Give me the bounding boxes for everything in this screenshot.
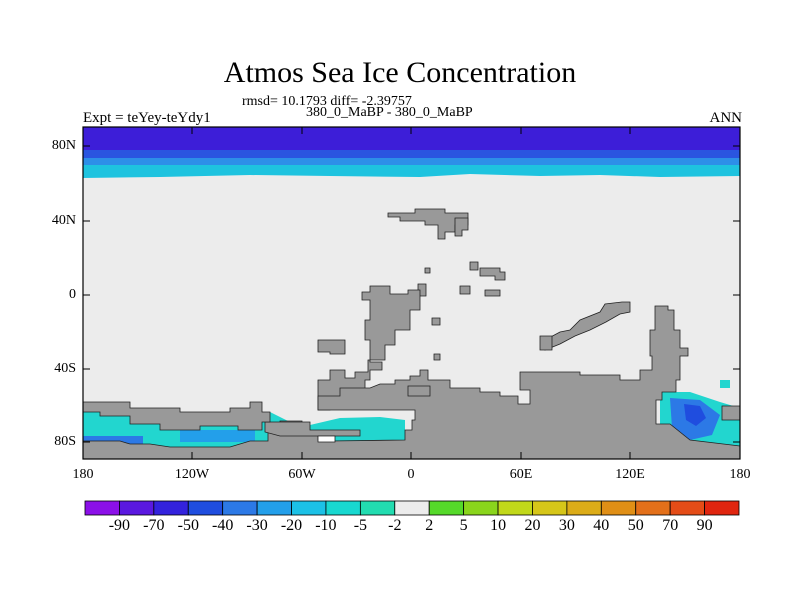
colorbar-label-15: 50 [627, 517, 644, 534]
land-small-1 [469, 261, 479, 271]
y-tick-40s: 40S [54, 361, 76, 376]
colorbar-label-2: -50 [177, 517, 199, 534]
colorbar-box-11 [463, 500, 499, 516]
colorbar-box-9 [394, 500, 430, 516]
southern-anomaly-east-light [720, 380, 730, 388]
arctic-band-blue [83, 158, 740, 166]
colorbar-box-0 [84, 500, 120, 516]
land-north-island [387, 208, 469, 240]
map-subtitle: 380_0_MaBP - 380_0_MaBP [306, 105, 473, 120]
colorbar-box-18 [704, 500, 740, 516]
map-field [83, 127, 740, 459]
land-far-east [721, 405, 740, 421]
colorbar-label-9: 2 [425, 517, 434, 534]
land-east-peninsula [544, 301, 631, 351]
colorbar-box-16 [635, 500, 671, 516]
y-tick-40n: 40N [51, 213, 76, 228]
land-east-arm [539, 335, 553, 351]
colorbar-box-4 [222, 500, 258, 516]
colorbar-box-12 [497, 500, 533, 516]
colorbar-label-7: -5 [353, 517, 368, 534]
land-small-3 [424, 267, 431, 274]
land-small-5 [484, 289, 501, 297]
colorbar-label-4: -30 [246, 517, 268, 534]
x-tick-120w: 120W [174, 467, 210, 482]
colorbar-box-8 [359, 500, 396, 516]
colorbar-box-14 [566, 500, 602, 516]
land-masses [83, 208, 740, 459]
colorbar-box-6 [291, 500, 327, 516]
x-tick-180w: 180 [72, 467, 94, 482]
colorbar-box-13 [532, 500, 568, 516]
rmsd-diff-stats: rmsd= 10.1793 diff= -2.39757 [242, 94, 412, 109]
season-label: ANN [709, 110, 743, 126]
land-antarctic-west-arm [83, 401, 271, 431]
y-tick-80n: 80N [51, 138, 76, 153]
x-tick-60e: 60E [509, 467, 533, 482]
colorbar-label-5: -20 [280, 517, 303, 534]
map-title: Atmos Sea Ice Concentration [223, 56, 577, 89]
land-small-8 [433, 353, 441, 361]
colorbar-box-1 [119, 500, 155, 516]
colorbar-label-12: 20 [524, 517, 541, 534]
land-small-2 [479, 267, 506, 281]
x-tick-60w: 60W [288, 467, 316, 482]
y-tick-80s: 80S [54, 434, 76, 449]
southern-anomaly-west-blue2 [180, 430, 255, 442]
x-tick-180e: 180 [729, 467, 751, 482]
colorbar-label-11: 10 [490, 517, 507, 534]
colorbar-label-1: -70 [143, 517, 165, 534]
colorbar [84, 500, 740, 516]
colorbar-label-16: 70 [662, 517, 679, 534]
colorbar-box-3 [187, 500, 224, 516]
colorbar-label-13: 30 [558, 517, 575, 534]
colorbar-label-10: 5 [459, 517, 468, 534]
colorbar-label-3: -40 [212, 517, 234, 534]
land-small-7 [431, 317, 441, 326]
land-small-4 [459, 285, 471, 295]
x-tick-120e: 120E [615, 467, 645, 482]
colorbar-box-2 [153, 500, 189, 516]
y-tick-0: 0 [69, 287, 76, 302]
land-north-island-2 [454, 217, 469, 237]
land-small-9 [317, 339, 346, 355]
colorbar-label-6: -10 [315, 517, 337, 534]
colorbar-label-14: 40 [593, 517, 610, 534]
colorbar-box-10 [428, 500, 465, 516]
colorbar-box-7 [325, 500, 361, 516]
land-south-tip [407, 385, 431, 397]
colorbar-label-8: -2 [388, 517, 402, 534]
colorbar-label-17: 90 [696, 517, 713, 534]
arctic-band-mid [83, 150, 740, 159]
colorbar-box-15 [600, 500, 637, 516]
colorbar-box-5 [256, 500, 292, 516]
arctic-band-cyan [83, 165, 740, 178]
southern-anomaly-east-deep [684, 404, 706, 426]
colorbar-box-17 [669, 500, 705, 516]
land-ross-shelf [264, 421, 361, 437]
x-tick-0: 0 [407, 467, 415, 482]
land-ice-shelf-white [317, 435, 336, 443]
colorbar-label-0: -90 [108, 517, 131, 534]
axis-ticks [83, 127, 740, 459]
experiment-label: Expt = teYey-teYdy1 [83, 110, 211, 126]
